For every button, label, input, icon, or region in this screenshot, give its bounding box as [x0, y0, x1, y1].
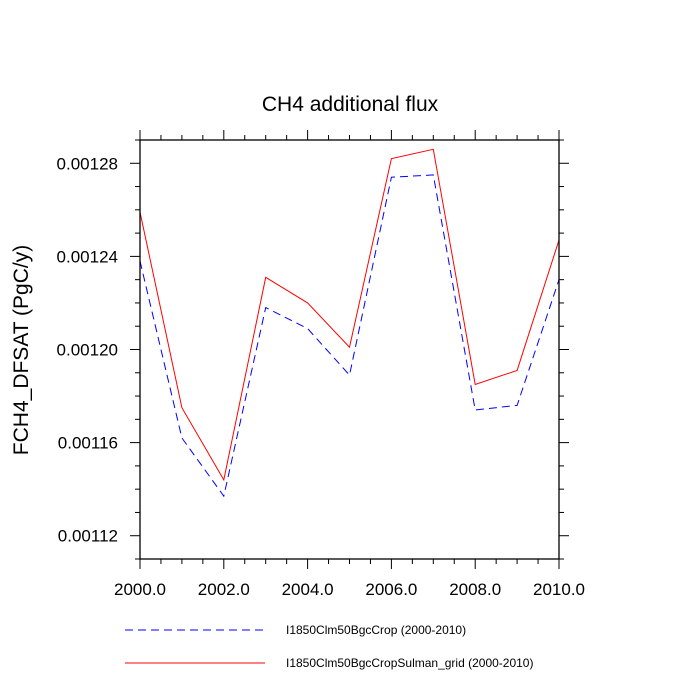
tick-labels: 2000.0 2002.0 2004.0 2006.0 2008.0 2010.0 0.00… — [57, 154, 585, 599]
y-tick-label: 0.00120 — [57, 341, 118, 360]
y-tick-label: 0.00128 — [57, 154, 118, 173]
y-axis-label: FCH4_DFSAT (PgC/y) — [10, 245, 33, 455]
x-tick-label: 2004.0 — [282, 580, 334, 599]
series-line-1 — [139, 174, 560, 498]
y-tick-label: 0.00116 — [58, 434, 118, 453]
x-tick-label: 2008.0 — [449, 580, 501, 599]
legend: I1850Clm50BgcCrop (2000-2010) I1850Clm50B… — [125, 623, 533, 670]
x-tick-label: 2002.0 — [198, 580, 250, 599]
x-tick-label: 2000.0 — [114, 580, 166, 599]
x-tick-label: 2010.0 — [533, 580, 585, 599]
y-tick-label: 0.00124 — [57, 247, 118, 266]
series-line-2 — [139, 148, 560, 482]
legend-label-1: I1850Clm50BgcCrop (2000-2010) — [286, 623, 466, 637]
x-tick-label: 2006.0 — [365, 580, 417, 599]
y-tick-label: 0.00112 — [58, 527, 118, 546]
chart-title: CH4 additional flux — [262, 93, 439, 116]
plot-frame — [139, 139, 560, 560]
series-layer — [139, 148, 560, 498]
axis-ticks — [130, 130, 569, 569]
legend-label-2: I1850Clm50BgcCropSulman_grid (2000-2010) — [286, 656, 533, 670]
